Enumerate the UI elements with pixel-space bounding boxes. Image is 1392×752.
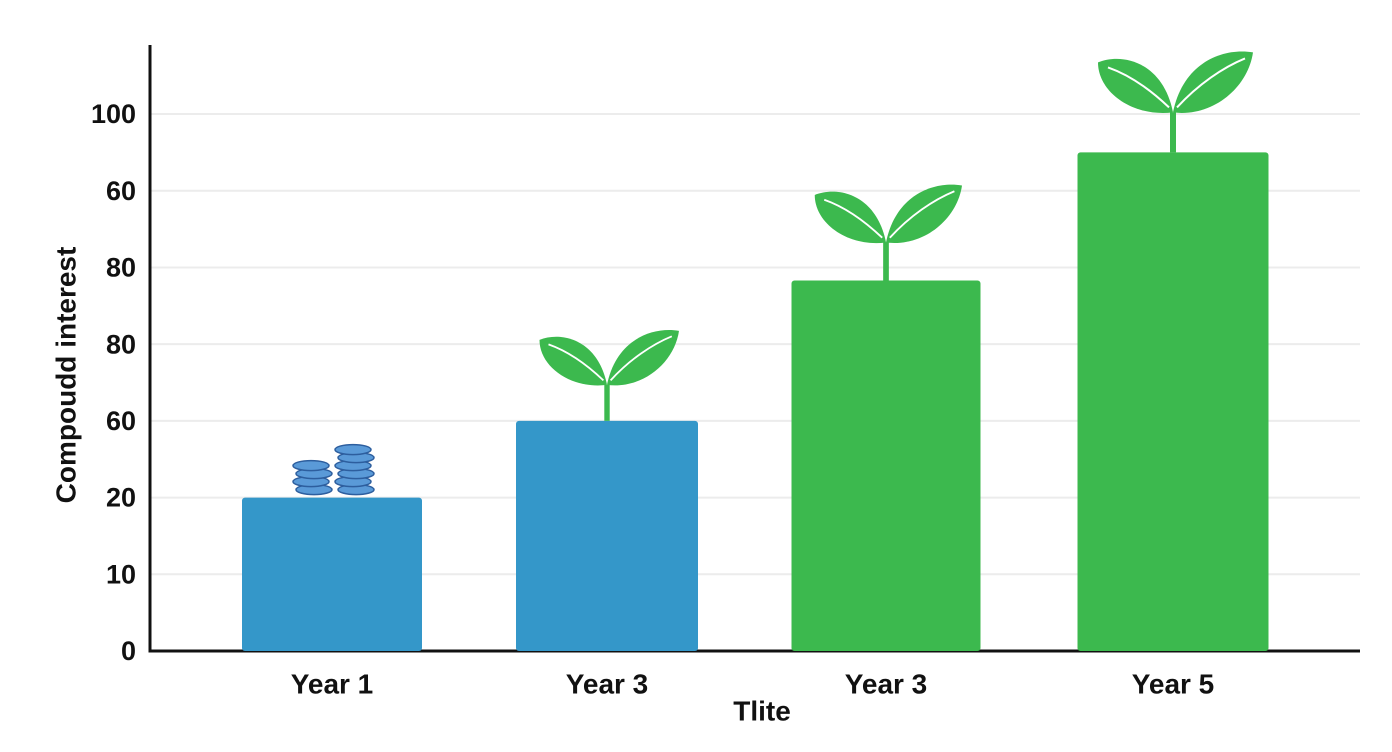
y-tick-label: 80: [106, 329, 136, 359]
bar: [516, 420, 698, 651]
x-tick-label: Year 5: [1132, 668, 1215, 699]
leaf-vein: [1107, 66, 1170, 109]
y-tick-label: 10: [106, 559, 136, 589]
sprout: [539, 330, 679, 421]
sprout: [1098, 51, 1253, 153]
sprout-leaf: [1173, 51, 1253, 113]
bar: [242, 497, 422, 651]
x-axis-label: Tlite: [733, 695, 791, 726]
y-tick-label: 0: [121, 636, 136, 666]
leaf-vein: [889, 190, 955, 239]
y-tick-label: 100: [91, 99, 136, 129]
coin: [334, 443, 372, 456]
x-tick-label: Year 1: [291, 668, 374, 699]
sprout-leaf: [1098, 58, 1173, 114]
sprout-leaf: [886, 184, 962, 244]
y-tick-label: 60: [106, 176, 136, 206]
y-axis-label: Compoudd interest: [50, 247, 81, 504]
bar: [1077, 152, 1269, 652]
leaf-vein: [823, 198, 883, 239]
y-tick-label: 60: [106, 406, 136, 436]
sprout-leaf: [539, 336, 607, 386]
leaf-vein: [548, 343, 605, 382]
sprout-leaf: [814, 191, 886, 244]
x-tick-label: Year 3: [566, 668, 649, 699]
y-tick-label: 20: [106, 483, 136, 513]
sprout-leaf: [607, 330, 679, 386]
leaf-vein: [609, 335, 673, 381]
y-tick-label: 80: [106, 253, 136, 283]
bar: [791, 280, 981, 651]
sprout: [814, 184, 962, 281]
leaf-vein: [1176, 57, 1246, 109]
x-tick-label: Year 3: [845, 668, 928, 699]
coin: [292, 459, 330, 472]
